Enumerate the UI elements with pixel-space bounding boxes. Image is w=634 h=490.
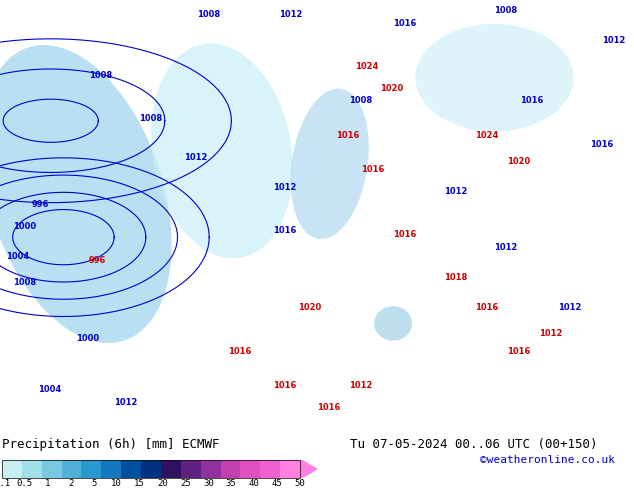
Text: 1012: 1012: [495, 243, 518, 252]
Text: 15: 15: [134, 479, 145, 488]
Text: Precipitation (6h) [mm] ECMWF: Precipitation (6h) [mm] ECMWF: [2, 438, 219, 451]
Text: 1012: 1012: [602, 36, 626, 45]
Bar: [240, 460, 261, 478]
Text: 2: 2: [68, 479, 74, 488]
Ellipse shape: [290, 89, 369, 239]
Text: 1016: 1016: [361, 166, 385, 174]
Text: 50: 50: [295, 479, 306, 488]
Bar: [22, 460, 42, 478]
Bar: [181, 460, 201, 478]
Text: 1016: 1016: [317, 403, 340, 412]
Bar: [280, 460, 300, 478]
Ellipse shape: [0, 45, 172, 343]
Text: 1024: 1024: [476, 131, 499, 140]
Text: 25: 25: [180, 479, 191, 488]
Text: 1008: 1008: [139, 114, 162, 122]
Text: 1012: 1012: [444, 187, 467, 196]
Text: 1008: 1008: [495, 6, 517, 15]
Text: 1012: 1012: [184, 152, 207, 162]
Text: 1016: 1016: [273, 226, 296, 235]
Bar: [101, 460, 121, 478]
Text: 1012: 1012: [273, 183, 296, 192]
Text: 45: 45: [272, 479, 283, 488]
Bar: [201, 460, 221, 478]
Text: 1000: 1000: [76, 334, 99, 343]
FancyArrow shape: [300, 460, 318, 478]
Text: 30: 30: [203, 479, 214, 488]
Text: 1016: 1016: [336, 131, 359, 140]
Text: 10: 10: [111, 479, 122, 488]
Text: 1016: 1016: [507, 346, 531, 356]
Text: 1: 1: [45, 479, 51, 488]
Bar: [141, 460, 161, 478]
Text: ©weatheronline.co.uk: ©weatheronline.co.uk: [480, 455, 615, 465]
Text: 1008: 1008: [349, 97, 372, 105]
Bar: [61, 460, 81, 478]
Text: 1012: 1012: [539, 329, 562, 338]
Text: 1016: 1016: [228, 346, 252, 356]
Text: 5: 5: [91, 479, 96, 488]
Text: 35: 35: [226, 479, 236, 488]
Text: 1012: 1012: [558, 303, 581, 313]
Text: 1016: 1016: [476, 303, 499, 313]
Text: 1004: 1004: [6, 252, 30, 261]
Text: 0.1: 0.1: [0, 479, 10, 488]
Text: 1008: 1008: [13, 278, 36, 287]
Text: 1020: 1020: [380, 84, 404, 93]
Text: 1016: 1016: [520, 97, 543, 105]
Text: 1004: 1004: [38, 386, 61, 394]
Text: 1016: 1016: [273, 381, 296, 390]
Bar: [81, 460, 101, 478]
Ellipse shape: [374, 306, 412, 341]
Text: 40: 40: [249, 479, 259, 488]
Bar: [121, 460, 141, 478]
Text: 1012: 1012: [279, 10, 302, 19]
Text: 1016: 1016: [590, 140, 613, 148]
Text: 0.5: 0.5: [17, 479, 33, 488]
Text: 996: 996: [32, 200, 49, 209]
Bar: [221, 460, 240, 478]
Text: 20: 20: [157, 479, 168, 488]
Text: 1008: 1008: [89, 71, 112, 79]
Bar: [161, 460, 181, 478]
Ellipse shape: [151, 44, 293, 258]
Bar: [261, 460, 280, 478]
Text: 1024: 1024: [355, 62, 378, 71]
Text: 1018: 1018: [444, 273, 467, 282]
Text: 1000: 1000: [13, 221, 36, 230]
Text: 1012: 1012: [114, 398, 138, 407]
Text: 1012: 1012: [349, 381, 372, 390]
Bar: [2, 460, 300, 478]
Text: 1008: 1008: [197, 10, 219, 19]
Text: 1016: 1016: [393, 19, 417, 28]
Text: 1020: 1020: [507, 157, 531, 166]
Bar: [42, 460, 61, 478]
Bar: [2, 460, 22, 478]
Ellipse shape: [415, 24, 574, 131]
Text: Tu 07-05-2024 00..06 UTC (00+150): Tu 07-05-2024 00..06 UTC (00+150): [350, 438, 597, 451]
Text: 996: 996: [89, 256, 106, 265]
Text: 1016: 1016: [393, 230, 417, 239]
Text: 1020: 1020: [298, 303, 321, 313]
